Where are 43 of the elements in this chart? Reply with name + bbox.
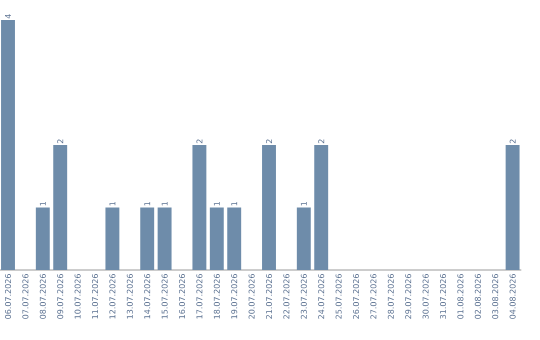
x-tick-label: 07.07.2026 [22, 274, 28, 319]
x-tick-label: 01.08.2026 [457, 274, 464, 319]
data-label: 2 [318, 140, 324, 144]
x-tick-label: 19.07.2026 [231, 274, 238, 318]
x-tick-label: 03.08.2026 [492, 274, 498, 319]
x-tick-label: 26.07.2026 [352, 274, 360, 319]
data-label: 2 [266, 140, 272, 144]
x-tick-label: 27.07.2026 [370, 274, 376, 319]
data-label: 1 [214, 202, 220, 206]
x-tick-label: 09.07.2026 [57, 274, 64, 319]
x-tick-label: 15.07.2026 [162, 274, 168, 318]
x-tick-label: 23.07.2026 [300, 274, 307, 319]
x-tick-label: 14.07.2026 [144, 274, 150, 318]
x-tick-label: 11.07.2026 [92, 274, 98, 318]
x-tick-label: 22.07.2026 [283, 274, 290, 319]
x-tick-label: 10.07.2026 [74, 274, 81, 318]
data-label: 1 [144, 202, 150, 206]
x-tick-label: 12.07.2026 [109, 274, 116, 318]
data-label: 4 [5, 14, 11, 18]
data-label: 2 [510, 140, 516, 144]
data-label: 1 [109, 202, 116, 206]
x-tick-label: 04.08.2026 [510, 274, 516, 319]
data-label: 2 [57, 140, 64, 144]
data-label: 1 [162, 202, 168, 206]
x-tick-label: 24.07.2026 [318, 274, 324, 319]
x-tick-label: 31.07.2026 [440, 274, 446, 319]
x-tick-label: 02.08.2026 [474, 274, 481, 319]
x-tick-label: 25.07.2026 [336, 274, 342, 319]
x-tick-label: 08.07.2026 [40, 274, 46, 319]
x-tick-label: 13.07.2026 [126, 274, 133, 318]
data-label: 1 [40, 202, 46, 206]
x-tick-label: 21.07.2026 [266, 274, 272, 319]
x-tick-label: 18.07.2026 [214, 274, 220, 318]
x-tick-label: 17.07.2026 [196, 274, 202, 318]
data-label: 2 [196, 140, 202, 144]
x-tick-label: 29.07.2026 [405, 274, 412, 319]
x-tick-label: 28.07.2026 [388, 274, 394, 319]
x-tick-label: 20.07.2026 [248, 274, 255, 319]
x-tick-label: 16.07.2026 [178, 274, 186, 318]
x-tick-label: 06.07.2026 [4, 274, 12, 319]
x-tick-label: 30.07.2026 [422, 274, 429, 319]
data-label: 1 [231, 202, 238, 206]
data-label: 1 [300, 202, 307, 206]
